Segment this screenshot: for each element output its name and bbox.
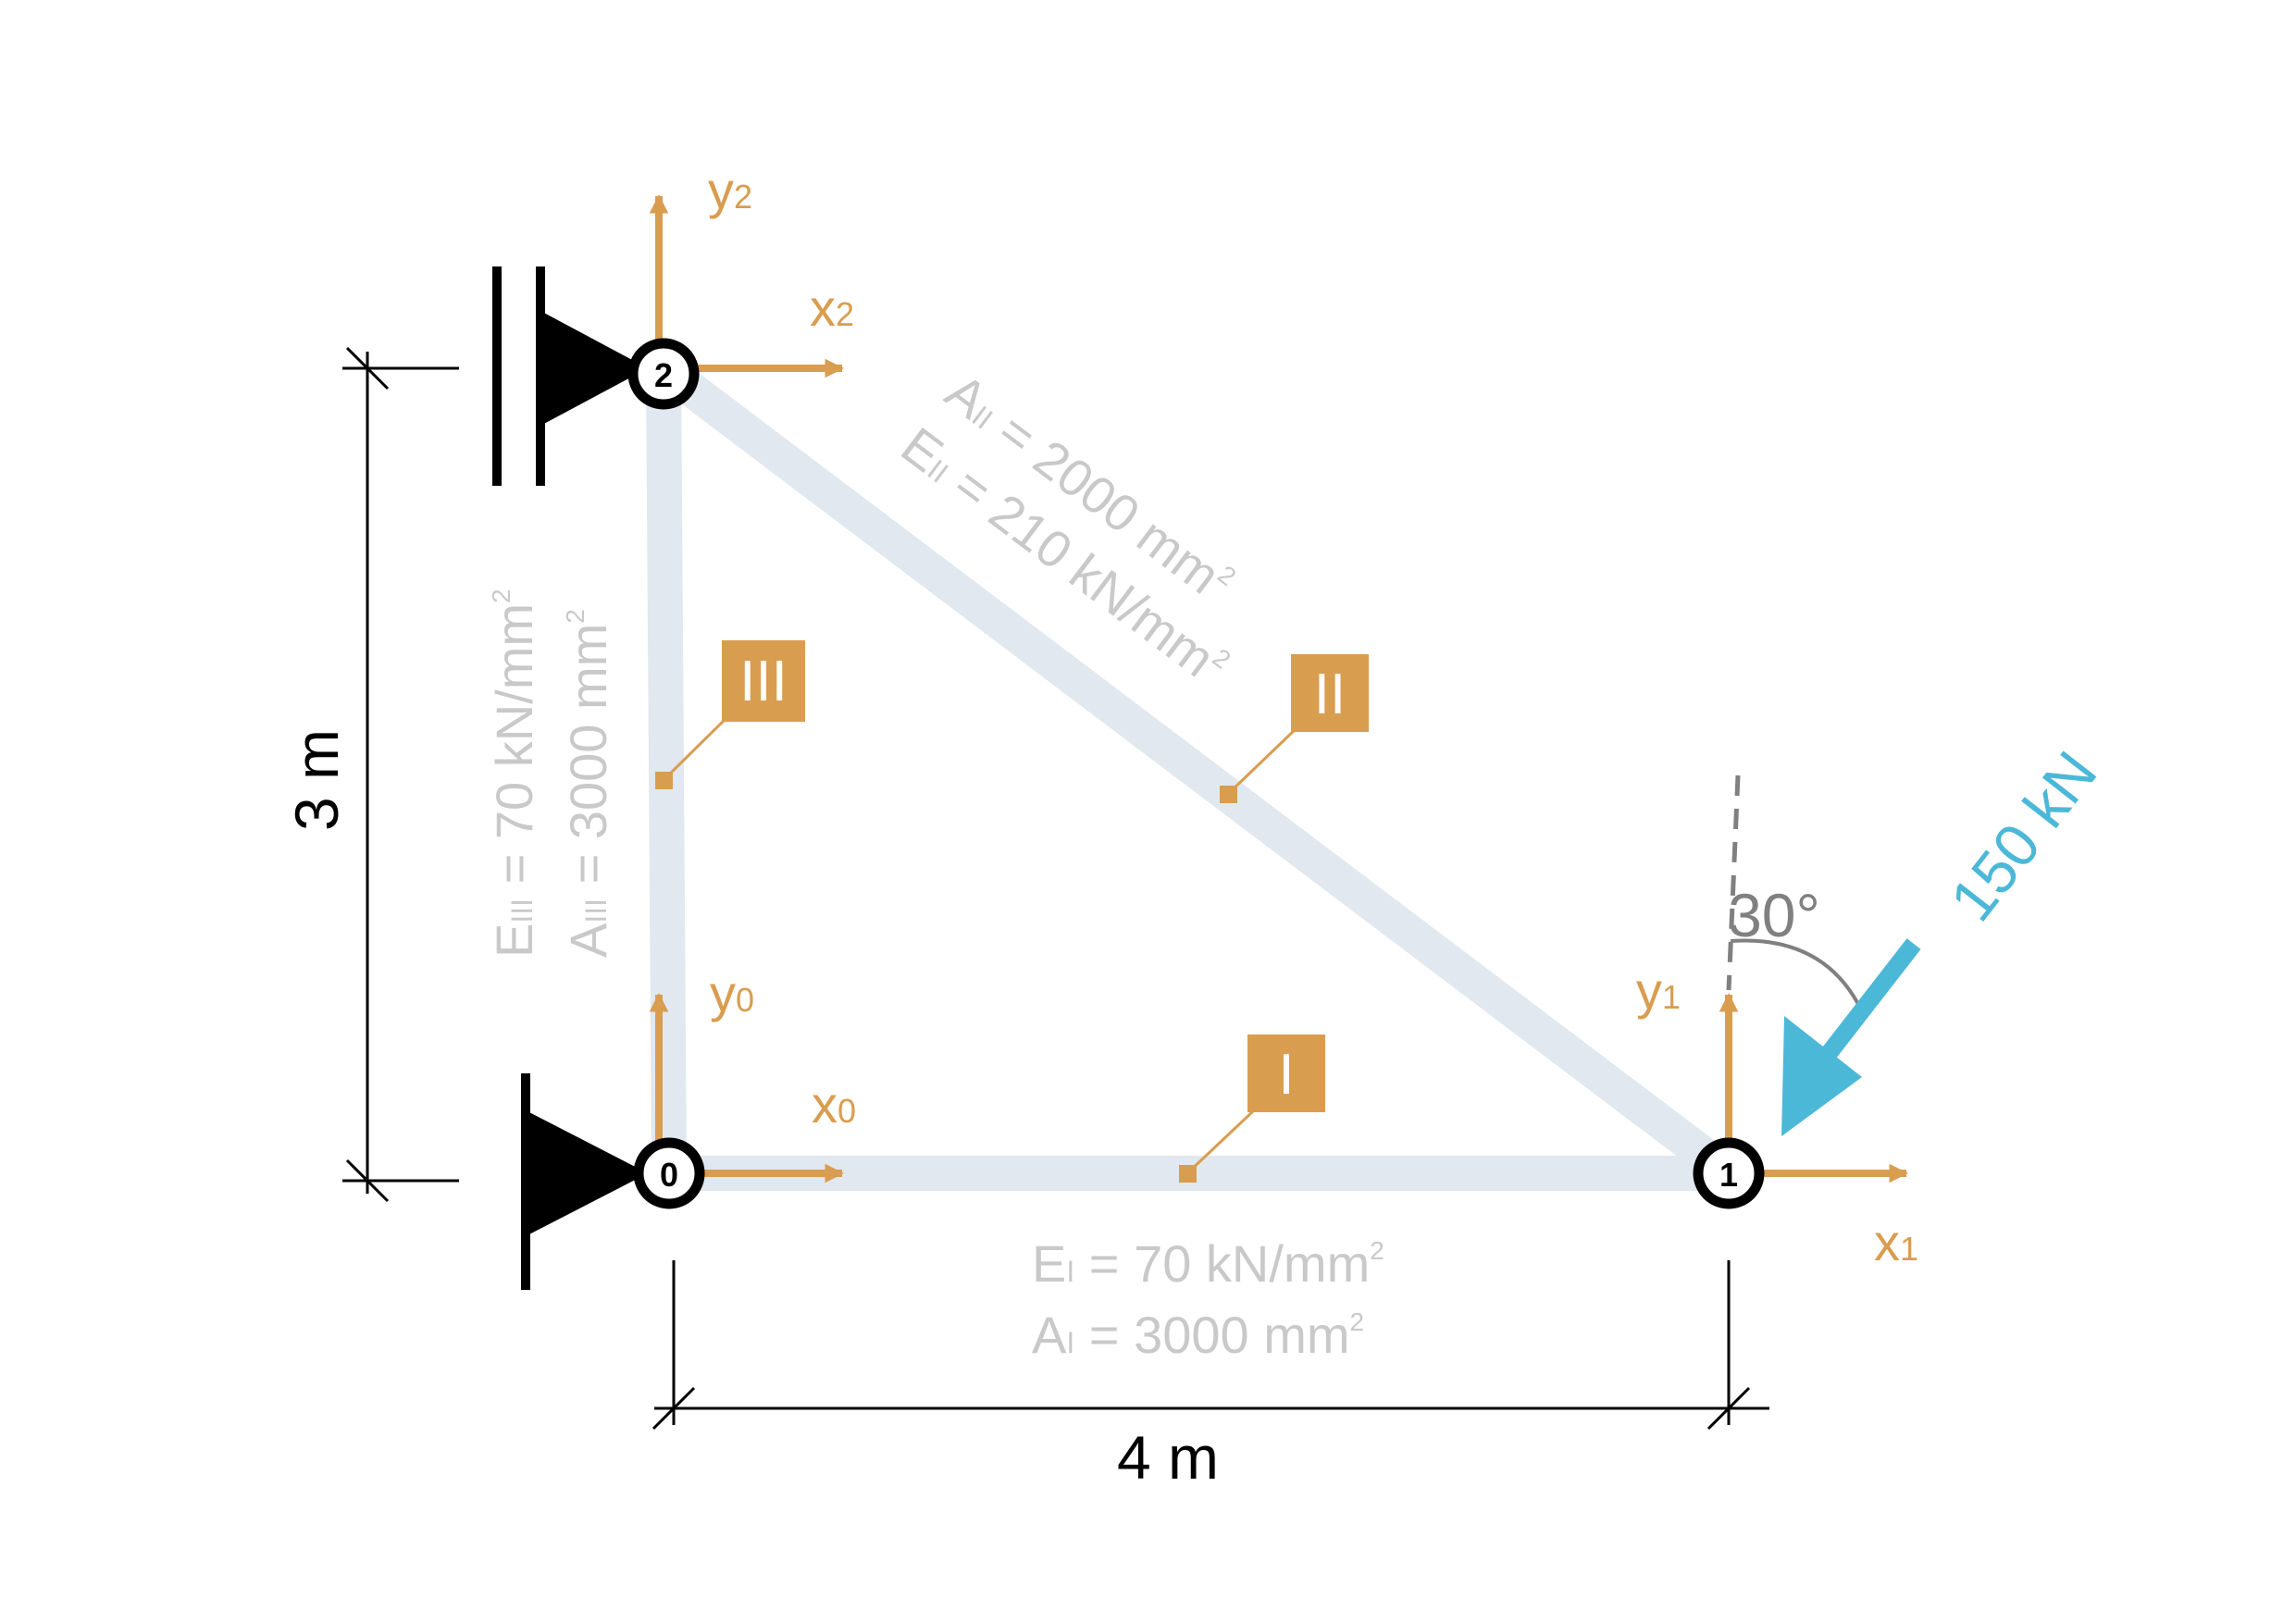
- member-II-properties: AII = 2000 mm2 EII = 210 kN/mm2: [891, 362, 1242, 688]
- member-I-A: AI = 3000 mm2: [1032, 1306, 1364, 1364]
- load-force-arrowhead-icon: [1781, 1016, 1862, 1136]
- axis-y2-label: y2: [708, 161, 752, 219]
- dimension-vertical-label: 3 m: [282, 729, 351, 831]
- node-0: 0: [633, 1137, 705, 1209]
- dimension-vertical: [342, 346, 459, 1203]
- axis-x2-label: x2: [810, 279, 854, 337]
- axis-x0-label: x0: [812, 1075, 856, 1134]
- axis-labels: x0 y0 x1 y1 x2 y2: [708, 161, 1918, 1271]
- member-III-bar: [646, 367, 687, 1174]
- local-axes: [649, 193, 1909, 1183]
- applied-load: 30° 150 kN: [1726, 738, 2110, 1136]
- node-2: 2: [627, 338, 700, 410]
- member-I-tag-label: I: [1278, 1043, 1294, 1107]
- axis-y0-label: y0: [710, 964, 754, 1022]
- node-2-label: 2: [654, 356, 673, 394]
- member-III-properties: EIII = 70 kN/mm2 AIII = 3000 mm2: [485, 588, 617, 958]
- member-III-tag-label: III: [739, 650, 788, 713]
- axis-y1-label: y1: [1636, 961, 1681, 1020]
- dimension-horizontal-label: 4 m: [1117, 1423, 1219, 1492]
- member-I-properties: EI = 70 kN/mm2 AI = 3000 mm2: [1032, 1234, 1384, 1364]
- member-tag-I: I: [1179, 1035, 1325, 1183]
- member-I-E: EI = 70 kN/mm2: [1032, 1234, 1384, 1293]
- support-triangle-icon: [526, 1110, 648, 1236]
- axis-x1-label: x1: [1874, 1213, 1918, 1271]
- member-tag-III: III: [655, 640, 805, 789]
- member-II-bar: [652, 353, 1740, 1188]
- fixed-support-node-0: [521, 1073, 648, 1290]
- support-triangle-icon: [540, 311, 648, 426]
- load-reference-dashed-line: [1726, 774, 1741, 991]
- load-angle-label: 30°: [1728, 881, 1820, 949]
- node-1: 1: [1693, 1137, 1765, 1209]
- member-III-A: AIII = 3000 mm2: [559, 609, 617, 958]
- node-1-label: 1: [1719, 1156, 1738, 1194]
- member-II-tag-label: II: [1314, 663, 1346, 726]
- dimension-horizontal: [652, 1260, 1769, 1431]
- members: [646, 353, 1740, 1191]
- load-force-label: 150 kN: [1937, 738, 2110, 933]
- load-force-shaft: [1814, 938, 1921, 1069]
- member-III-E: EIII = 70 kN/mm2: [485, 588, 543, 958]
- member-tag-II: II: [1220, 654, 1369, 803]
- roller-support-node-2: [492, 266, 648, 486]
- node-0-label: 0: [660, 1156, 678, 1194]
- load-angle-arc: [1730, 938, 1864, 1012]
